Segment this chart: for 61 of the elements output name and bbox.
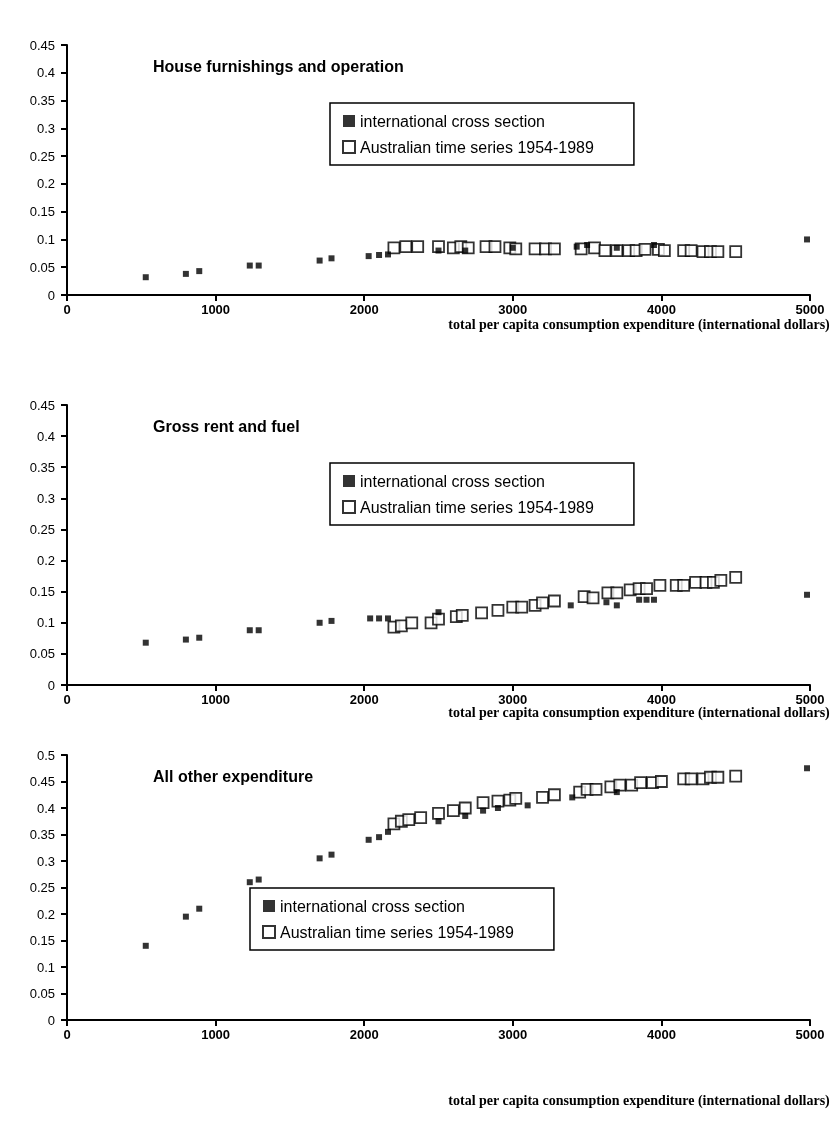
- y-tick-label: 0.15: [29, 584, 55, 600]
- y-tick-label: 0.05: [29, 646, 55, 662]
- legend-label: Australian time series 1954-1989: [360, 138, 595, 156]
- y-tick-label: 0: [47, 1012, 55, 1028]
- x-tick-label: 5000: [795, 302, 825, 317]
- x-tick-label: 0: [63, 1027, 71, 1042]
- y-tick-label: 0.05: [29, 259, 55, 275]
- y-tick-label: 0.4: [36, 428, 55, 444]
- legend-label: Australian time series 1954-1989: [280, 923, 515, 941]
- x-tick-label: 4000: [646, 302, 676, 317]
- y-tick-label: 0.45: [29, 37, 55, 53]
- y-tick-label: 0.1: [36, 231, 55, 247]
- y-tick-label: 0.15: [29, 204, 55, 220]
- y-tick-label: 0.2: [36, 176, 55, 192]
- x-tick-label: 2000: [349, 1027, 379, 1042]
- y-tick-label: 0.1: [36, 615, 55, 631]
- legend-label: Australian time series 1954-1989: [360, 498, 595, 516]
- y-tick-label: 0.25: [29, 521, 55, 537]
- y-tick-label: 0.3: [36, 853, 55, 869]
- y-tick-label: 0.05: [29, 986, 55, 1001]
- y-tick-label: 0.2: [36, 553, 55, 569]
- x-tick-label: 5000: [795, 1027, 825, 1042]
- x-tick-label: 3000: [498, 302, 528, 317]
- x-tick-label: 1000: [201, 1027, 231, 1042]
- y-tick-label: 0.4: [36, 800, 55, 816]
- y-tick-label: 0.4: [36, 65, 55, 81]
- y-tick-label: 0.1: [36, 959, 55, 975]
- text: All other expenditure: [153, 767, 314, 785]
- x-tick-label: 1000: [201, 302, 231, 317]
- x-tick-label: 0: [63, 692, 71, 707]
- y-tick-label: 0.45: [29, 397, 55, 413]
- y-tick-label: 0.45: [29, 774, 55, 789]
- y-tick-label: 0.35: [29, 459, 55, 475]
- x-tick-label: 1000: [201, 692, 231, 707]
- x-axis-title: total per capita consumption expenditure (international dollars): [448, 1092, 831, 1109]
- legend-label: international cross section: [360, 472, 545, 490]
- y-tick-label: 0.25: [29, 148, 55, 164]
- y-tick-label: 0.5: [36, 747, 55, 763]
- y-tick-label: 0.25: [29, 880, 55, 895]
- x-tick-label: 3000: [498, 692, 528, 707]
- legend-label: international cross section: [280, 897, 465, 915]
- x-axis-title: total per capita consumption expenditure (international dollars): [448, 704, 831, 721]
- y-tick-label: 0.15: [29, 933, 55, 948]
- x-tick-label: 3000: [498, 1027, 528, 1042]
- y-tick-label: 0.35: [29, 827, 55, 842]
- legend-label: international cross section: [360, 112, 545, 130]
- y-tick-label: 0: [47, 287, 55, 303]
- x-tick-label: 2000: [349, 302, 379, 317]
- x-axis-title: total per capita consumption expenditure (international dollars): [448, 316, 831, 333]
- y-tick-label: 0: [47, 677, 55, 693]
- x-tick-label: 4000: [646, 1027, 676, 1042]
- y-tick-label: 0.3: [36, 120, 55, 136]
- y-tick-label: 0.35: [29, 93, 55, 109]
- x-tick-label: 5000: [795, 692, 825, 707]
- x-tick-label: 0: [63, 302, 71, 317]
- x-tick-label: 4000: [646, 692, 676, 707]
- y-tick-label: 0.3: [36, 490, 55, 506]
- text: House furnishings and operation: [153, 57, 404, 75]
- y-tick-label: 0.2: [36, 906, 55, 922]
- text: Gross rent and fuel: [153, 417, 300, 435]
- x-tick-label: 2000: [349, 692, 379, 707]
